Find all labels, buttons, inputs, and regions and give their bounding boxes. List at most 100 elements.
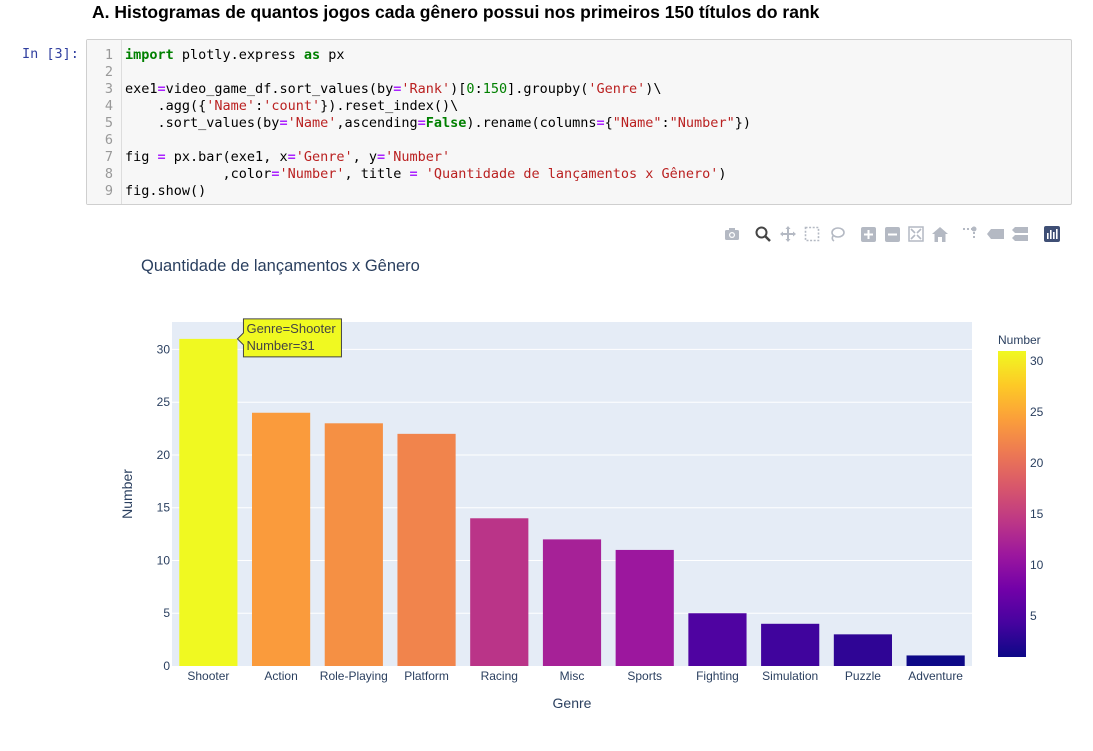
- code-operator: =: [279, 115, 288, 131]
- x-tick-label: Action: [264, 669, 297, 683]
- code-text: )[: [450, 81, 467, 97]
- hover-tooltip-line-2: Number=31: [246, 338, 314, 353]
- bar-role-playing[interactable]: [324, 423, 383, 666]
- code-text: [418, 166, 426, 182]
- plotly-logo-icon[interactable]: [1043, 225, 1061, 243]
- code-operator: =: [596, 115, 605, 131]
- bar-platform[interactable]: [397, 433, 456, 666]
- code-line-9: fig.show(): [125, 183, 206, 199]
- x-tick-label: Simulation: [762, 669, 818, 683]
- section-heading: A. Histogramas de quantos jogos cada gên…: [92, 2, 820, 22]
- code-text: ,ascending: [336, 115, 418, 131]
- code-text: fig: [125, 149, 158, 165]
- code-text: )\: [645, 81, 662, 97]
- code-string: 'Number': [385, 149, 451, 165]
- code-text: ): [718, 166, 727, 182]
- code-string: 'Name': [287, 115, 337, 131]
- zoom-out-icon[interactable]: [883, 225, 901, 243]
- line-number: 4: [104, 98, 113, 114]
- x-tick-label: Fighting: [696, 669, 739, 683]
- cell-prompt: In [3]:: [22, 46, 79, 62]
- y-tick-label: 25: [157, 395, 171, 409]
- spike-lines-icon[interactable]: [961, 225, 979, 243]
- x-tick-label: Adventure: [908, 669, 963, 683]
- code-string: 'Name': [206, 98, 256, 114]
- code-text: }).reset_index()\: [320, 98, 459, 114]
- bar-shooter[interactable]: [179, 338, 238, 666]
- code-text: ].groupby(: [507, 81, 589, 97]
- hover-closest-icon[interactable]: [987, 225, 1005, 243]
- y-axis-label: Number: [119, 469, 135, 519]
- code-text: px.bar(exe1, x: [165, 149, 288, 165]
- x-tick-label: Sports: [627, 669, 662, 683]
- hover-tooltip-box: [236, 318, 342, 358]
- hover-tooltip-line-1: Genre=Shooter: [246, 321, 336, 336]
- code-string: 'Genre': [588, 81, 646, 97]
- colorbar-tick-label: 30: [1030, 354, 1044, 368]
- code-line-5: .sort_values(by='Name',ascending=False).…: [125, 115, 751, 131]
- bar-adventure[interactable]: [906, 655, 965, 666]
- line-number: 9: [104, 183, 113, 199]
- hover-compare-icon[interactable]: [1011, 225, 1029, 243]
- code-line-1: import plotly.express as px: [125, 47, 344, 63]
- zoom-in-icon[interactable]: [859, 225, 877, 243]
- code-line-7: fig = px.bar(exe1, x='Genre', y='Number': [125, 149, 450, 165]
- x-tick-label: Puzzle: [845, 669, 881, 683]
- code-text: , title: [344, 166, 410, 182]
- code-string: "Name": [612, 115, 662, 131]
- code-text: }): [734, 115, 751, 131]
- x-tick-label: Role-Playing: [320, 669, 388, 683]
- code-text: ,color: [125, 166, 272, 182]
- box-select-icon[interactable]: [803, 225, 821, 243]
- code-text: fig.show(): [125, 183, 207, 199]
- code-keyword: as: [303, 47, 321, 63]
- x-tick-label: Shooter: [187, 669, 229, 683]
- x-tick-label: Racing: [481, 669, 518, 683]
- code-keyword: import: [125, 47, 174, 63]
- code-number: 0: [466, 81, 475, 97]
- code-text: plotly.express: [173, 47, 304, 63]
- code-text: :: [255, 98, 264, 114]
- camera-icon[interactable]: [723, 225, 741, 243]
- colorbar-tick-label: 25: [1030, 405, 1044, 419]
- code-operator: =: [157, 149, 166, 165]
- code-cell[interactable]: 1 2 3 4 5 6 7 8 9 import plotly.express …: [86, 39, 1072, 205]
- code-operator: =: [271, 166, 280, 182]
- line-number: 1: [104, 47, 113, 63]
- code-text: ).rename(columns: [466, 115, 597, 131]
- bar-fighting[interactable]: [688, 613, 747, 666]
- code-string: 'Quantidade de lançamentos x Gênero': [425, 166, 719, 182]
- code-operator: =: [377, 149, 386, 165]
- y-tick-label: 10: [157, 553, 171, 567]
- code-text: :: [474, 81, 483, 97]
- code-line-3: exe1=video_game_df.sort_values(by='Rank'…: [125, 81, 662, 97]
- bar-sports[interactable]: [615, 549, 674, 666]
- colorbar-tick-label: 10: [1030, 558, 1044, 572]
- code-text: .sort_values(by: [125, 115, 280, 131]
- line-number: 2: [104, 64, 113, 80]
- lasso-icon[interactable]: [828, 225, 846, 243]
- code-operator: =: [417, 115, 426, 131]
- pan-icon[interactable]: [779, 225, 797, 243]
- reset-axes-icon[interactable]: [931, 225, 949, 243]
- code-line-8: ,color='Number', title = 'Quantidade de …: [125, 166, 727, 182]
- autoscale-icon[interactable]: [907, 225, 925, 243]
- code-string: "Number": [669, 115, 735, 131]
- bar-misc[interactable]: [542, 539, 602, 666]
- colorbar-tick-label: 20: [1030, 456, 1044, 470]
- y-tick-label: 15: [157, 501, 171, 515]
- bar-simulation[interactable]: [761, 623, 820, 666]
- chart-title: Quantidade de lançamentos x Gênero: [141, 257, 420, 275]
- zoom-icon[interactable]: [754, 225, 772, 243]
- bar-racing[interactable]: [470, 518, 529, 666]
- bar-action[interactable]: [252, 412, 311, 666]
- code-string: 'count': [263, 98, 321, 114]
- y-tick-label: 5: [163, 606, 170, 620]
- colorbar-gradient: [998, 351, 1026, 657]
- code-text: px: [320, 47, 345, 63]
- line-number: 3: [104, 81, 113, 97]
- bar-puzzle[interactable]: [833, 634, 892, 666]
- code-string: 'Number': [279, 166, 345, 182]
- code-operator: =: [409, 166, 418, 182]
- code-text: .agg({: [125, 98, 207, 114]
